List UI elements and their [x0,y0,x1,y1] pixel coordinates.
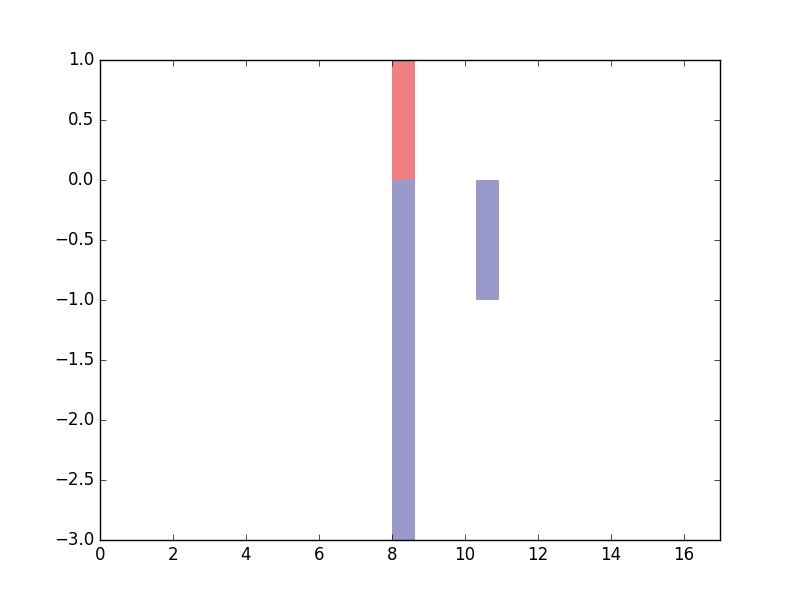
Bar [392,180,415,540]
Bar [476,180,499,300]
Bar [392,60,415,180]
